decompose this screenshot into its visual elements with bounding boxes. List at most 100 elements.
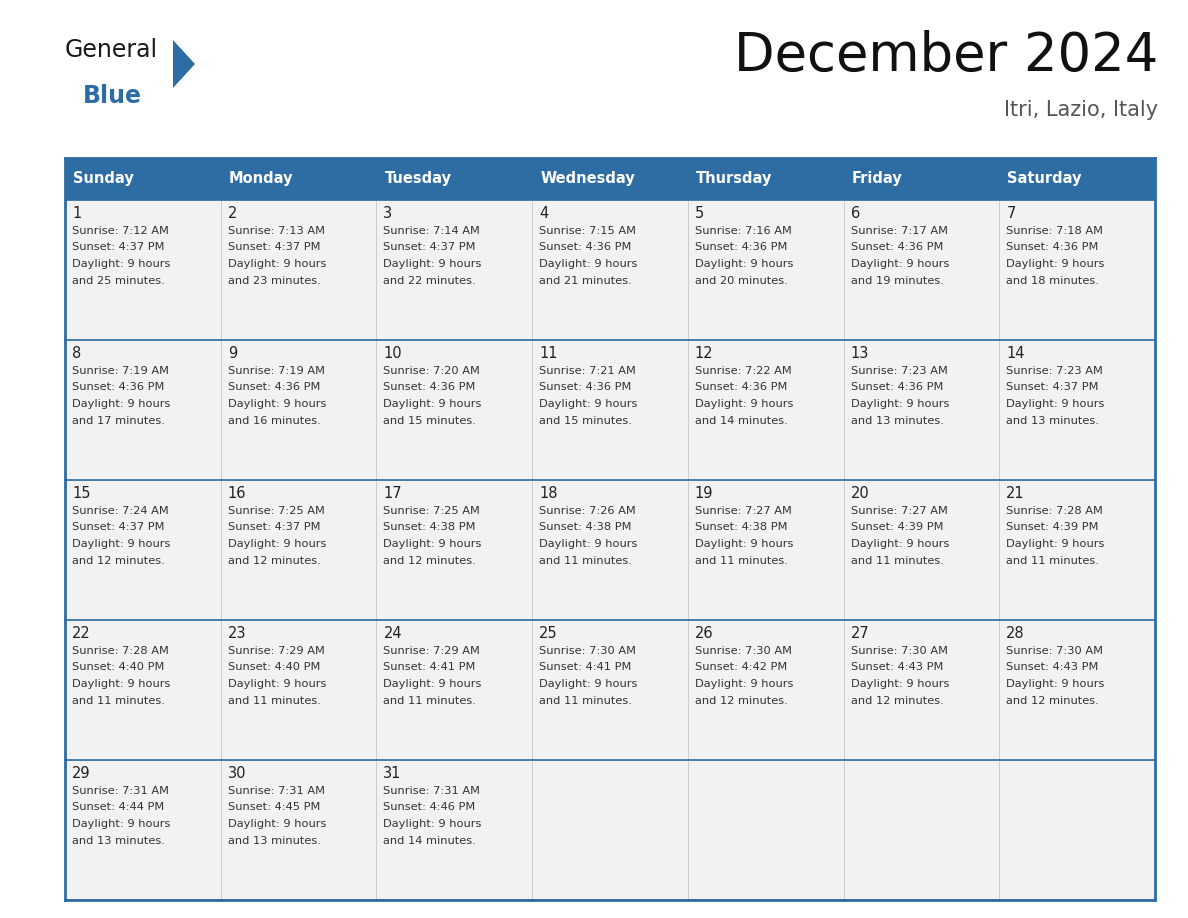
Text: and 11 minutes.: and 11 minutes. [539, 555, 632, 565]
Text: and 12 minutes.: and 12 minutes. [72, 555, 165, 565]
Text: Sunrise: 7:30 AM: Sunrise: 7:30 AM [851, 646, 948, 656]
Text: Sunset: 4:38 PM: Sunset: 4:38 PM [539, 522, 632, 532]
Text: and 13 minutes.: and 13 minutes. [851, 416, 943, 426]
Text: and 11 minutes.: and 11 minutes. [695, 555, 788, 565]
Text: Sunset: 4:37 PM: Sunset: 4:37 PM [228, 522, 321, 532]
Text: Daylight: 9 hours: Daylight: 9 hours [228, 399, 326, 409]
Text: Sunset: 4:42 PM: Sunset: 4:42 PM [695, 663, 788, 673]
Text: Sunrise: 7:31 AM: Sunrise: 7:31 AM [384, 786, 480, 796]
Polygon shape [173, 40, 195, 88]
Text: Sunset: 4:43 PM: Sunset: 4:43 PM [1006, 663, 1099, 673]
Text: Sunset: 4:38 PM: Sunset: 4:38 PM [384, 522, 476, 532]
Text: Sunset: 4:36 PM: Sunset: 4:36 PM [695, 383, 788, 393]
Text: Daylight: 9 hours: Daylight: 9 hours [384, 399, 482, 409]
Text: Sunrise: 7:23 AM: Sunrise: 7:23 AM [1006, 366, 1104, 376]
Text: Sunset: 4:36 PM: Sunset: 4:36 PM [384, 383, 476, 393]
Text: Daylight: 9 hours: Daylight: 9 hours [228, 259, 326, 269]
Text: and 13 minutes.: and 13 minutes. [72, 835, 165, 845]
Text: Sunset: 4:36 PM: Sunset: 4:36 PM [539, 383, 632, 393]
Bar [688, 480, 843, 620]
Text: Sunrise: 7:29 AM: Sunrise: 7:29 AM [384, 646, 480, 656]
Bar [532, 480, 688, 620]
Text: Daylight: 9 hours: Daylight: 9 hours [539, 679, 638, 689]
Text: 3: 3 [384, 206, 392, 221]
Bar [377, 340, 532, 480]
Text: and 13 minutes.: and 13 minutes. [228, 835, 321, 845]
Text: Sunset: 4:43 PM: Sunset: 4:43 PM [851, 663, 943, 673]
Text: Sunrise: 7:19 AM: Sunrise: 7:19 AM [228, 366, 324, 376]
Text: Sunrise: 7:21 AM: Sunrise: 7:21 AM [539, 366, 636, 376]
Text: Sunrise: 7:19 AM: Sunrise: 7:19 AM [72, 366, 169, 376]
Text: 29: 29 [72, 766, 90, 781]
Text: 4: 4 [539, 206, 549, 221]
Text: Saturday: Saturday [1007, 172, 1082, 186]
Bar [999, 480, 1155, 620]
Text: Daylight: 9 hours: Daylight: 9 hours [384, 819, 482, 829]
Text: Itri, Lazio, Italy: Itri, Lazio, Italy [1004, 100, 1158, 120]
Bar [999, 158, 1155, 200]
Text: and 11 minutes.: and 11 minutes. [851, 555, 943, 565]
Bar [65, 760, 221, 900]
Bar [221, 158, 377, 200]
Text: and 15 minutes.: and 15 minutes. [384, 416, 476, 426]
Text: Daylight: 9 hours: Daylight: 9 hours [1006, 539, 1105, 549]
Bar [532, 620, 688, 760]
Text: Thursday: Thursday [696, 172, 772, 186]
Text: Sunrise: 7:12 AM: Sunrise: 7:12 AM [72, 226, 169, 236]
Bar [999, 620, 1155, 760]
Text: and 14 minutes.: and 14 minutes. [384, 835, 476, 845]
Text: Sunrise: 7:15 AM: Sunrise: 7:15 AM [539, 226, 636, 236]
Text: and 11 minutes.: and 11 minutes. [228, 696, 321, 706]
Text: and 22 minutes.: and 22 minutes. [384, 275, 476, 285]
Text: Sunset: 4:37 PM: Sunset: 4:37 PM [228, 242, 321, 252]
Text: Daylight: 9 hours: Daylight: 9 hours [228, 679, 326, 689]
Text: Sunrise: 7:13 AM: Sunrise: 7:13 AM [228, 226, 324, 236]
Text: Sunset: 4:41 PM: Sunset: 4:41 PM [539, 663, 632, 673]
Text: and 11 minutes.: and 11 minutes. [539, 696, 632, 706]
Text: Sunset: 4:44 PM: Sunset: 4:44 PM [72, 802, 164, 812]
Text: Sunrise: 7:27 AM: Sunrise: 7:27 AM [695, 506, 791, 516]
Text: Sunset: 4:38 PM: Sunset: 4:38 PM [695, 522, 788, 532]
Text: 16: 16 [228, 486, 246, 501]
Text: Daylight: 9 hours: Daylight: 9 hours [384, 679, 482, 689]
Text: 1: 1 [72, 206, 81, 221]
Text: Sunrise: 7:23 AM: Sunrise: 7:23 AM [851, 366, 948, 376]
Text: Daylight: 9 hours: Daylight: 9 hours [539, 399, 638, 409]
Text: Sunset: 4:37 PM: Sunset: 4:37 PM [72, 242, 164, 252]
Text: Wednesday: Wednesday [541, 172, 634, 186]
Text: Sunset: 4:39 PM: Sunset: 4:39 PM [851, 522, 943, 532]
Text: Daylight: 9 hours: Daylight: 9 hours [1006, 259, 1105, 269]
Bar [843, 340, 999, 480]
Text: and 12 minutes.: and 12 minutes. [1006, 696, 1099, 706]
Text: 10: 10 [384, 346, 402, 361]
Text: 13: 13 [851, 346, 868, 361]
Text: Daylight: 9 hours: Daylight: 9 hours [851, 399, 949, 409]
Bar [843, 760, 999, 900]
Text: and 25 minutes.: and 25 minutes. [72, 275, 165, 285]
Text: Daylight: 9 hours: Daylight: 9 hours [851, 259, 949, 269]
Text: Daylight: 9 hours: Daylight: 9 hours [72, 259, 170, 269]
Text: and 11 minutes.: and 11 minutes. [72, 696, 165, 706]
Text: 2: 2 [228, 206, 238, 221]
Text: Sunset: 4:46 PM: Sunset: 4:46 PM [384, 802, 475, 812]
Bar [221, 480, 377, 620]
Text: and 12 minutes.: and 12 minutes. [695, 696, 788, 706]
Text: 8: 8 [72, 346, 81, 361]
Bar [221, 340, 377, 480]
Text: Daylight: 9 hours: Daylight: 9 hours [228, 539, 326, 549]
Text: Sunrise: 7:26 AM: Sunrise: 7:26 AM [539, 506, 636, 516]
Text: Sunset: 4:37 PM: Sunset: 4:37 PM [384, 242, 476, 252]
Text: 22: 22 [72, 626, 90, 641]
Bar [688, 158, 843, 200]
Bar [221, 200, 377, 340]
Text: 30: 30 [228, 766, 246, 781]
Bar [843, 480, 999, 620]
Text: Sunrise: 7:25 AM: Sunrise: 7:25 AM [228, 506, 324, 516]
Text: 12: 12 [695, 346, 714, 361]
Bar [377, 620, 532, 760]
Bar [65, 158, 221, 200]
Text: and 11 minutes.: and 11 minutes. [1006, 555, 1099, 565]
Text: Sunset: 4:36 PM: Sunset: 4:36 PM [72, 383, 164, 393]
Bar [688, 340, 843, 480]
Text: Daylight: 9 hours: Daylight: 9 hours [72, 399, 170, 409]
